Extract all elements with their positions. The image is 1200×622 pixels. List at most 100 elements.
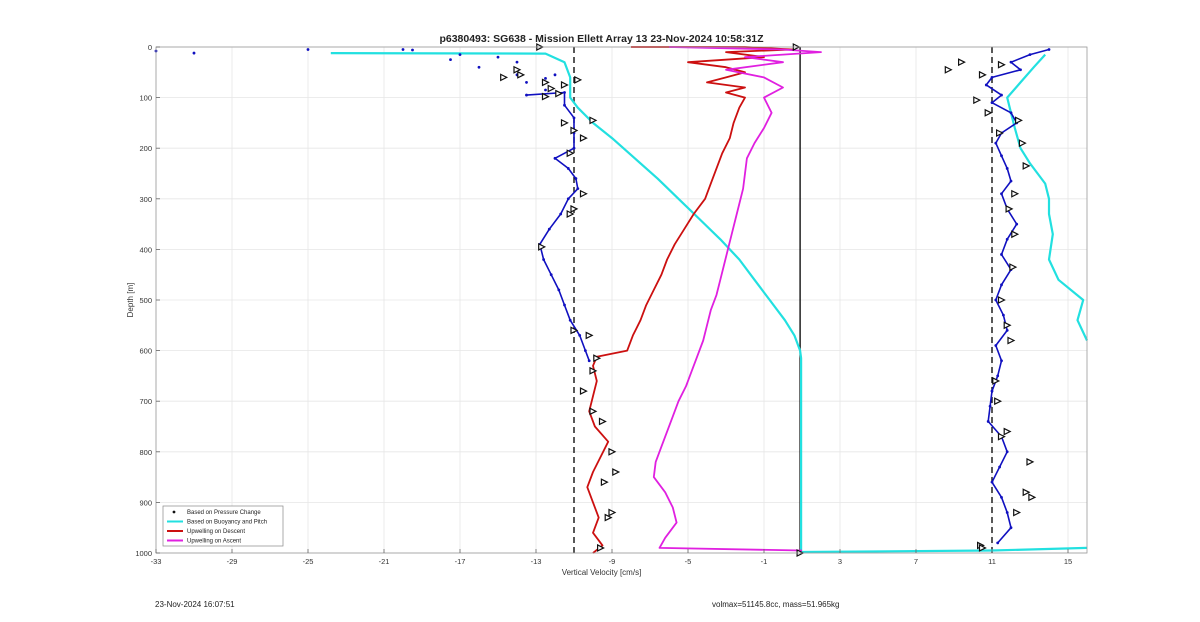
pressure-change-point (1000, 93, 1003, 97)
buoyancy-pitch-descent-line (330, 52, 803, 553)
descent-triangle-marker (570, 204, 579, 213)
x-tick-label: 3 (838, 557, 842, 566)
pressure-change-point (515, 60, 519, 64)
pressure-change-point (990, 75, 994, 79)
pressure-change-point (566, 197, 570, 201)
pressure-change-point (1028, 53, 1032, 56)
descent-triangle-marker (560, 118, 569, 127)
pressure-change-point (1000, 495, 1003, 499)
descent-triangle-marker (600, 478, 609, 487)
ascent-triangle-marker (1022, 161, 1031, 170)
pressure-change-point (553, 156, 557, 160)
pressure-change-point (1005, 237, 1009, 241)
ascent-triangle-marker (978, 543, 987, 552)
descent-triangle-marker (566, 210, 575, 218)
buoyancy-pitch-bottom-line (801, 546, 1088, 554)
descent-triangle-marker (579, 189, 588, 198)
pressure-change-point (306, 48, 310, 51)
x-tick-label: -9 (609, 557, 616, 566)
grid (155, 46, 1087, 554)
pressure-change-point (1000, 253, 1003, 256)
descent-triangle-marker (513, 65, 522, 74)
pressure-change-point (1019, 68, 1022, 72)
x-tick-label: 7 (914, 557, 918, 566)
y-tick-label: 900 (139, 498, 152, 507)
pressure-change-point (988, 404, 992, 408)
y-tick-label: 300 (139, 195, 152, 204)
x-axis-ticks: -33 -29 -25 -21 -17 -13 -9 -5 -1 3 7 11 15 (151, 549, 1072, 566)
pressure-change-point (496, 55, 500, 59)
y-tick-label: 600 (139, 347, 152, 356)
descent-triangle-marker (589, 366, 598, 375)
legend-box (162, 505, 284, 547)
pressure-change-point (449, 58, 452, 62)
pressure-change-point (525, 81, 528, 84)
pressure-change-point (994, 141, 998, 145)
descent-triangle-marker (547, 84, 556, 93)
pressure-change-point (1000, 283, 1003, 287)
ascent-triangle-marker (1028, 493, 1037, 502)
pressure-change-point (563, 91, 566, 94)
ascent-triangle-marker (1005, 204, 1014, 213)
descent-triangle-marker (585, 331, 594, 340)
upwelling-descent-line (586, 46, 794, 554)
pressure-change-point (994, 344, 998, 347)
ascent-triangle-marker (958, 58, 966, 67)
ascent-triangle-marker (1018, 139, 1027, 148)
descent-triangle-marker (517, 70, 526, 79)
pressure-change-point (458, 53, 462, 56)
pressure-change-point (544, 88, 547, 92)
ascent-triangle-marker (1009, 263, 1018, 272)
pressure-change-point (547, 227, 551, 231)
pressure-change-point (578, 334, 582, 337)
pressure-change-point (984, 83, 988, 87)
ascent-triangle-marker (1003, 427, 1012, 436)
ascent-triangle-marker (984, 108, 993, 117)
ascent-triangle-marker (1026, 457, 1035, 466)
pressure-change-point (1005, 328, 1009, 332)
pressure-change-point (1000, 192, 1003, 196)
pressure-change-point (576, 187, 580, 191)
x-tick-label: -29 (227, 557, 238, 566)
descent-triangle-marker (541, 78, 550, 87)
pressure-change-point (411, 48, 414, 52)
descent-triangle-marker (589, 116, 598, 125)
ascent-triangle-marker (1011, 230, 1020, 239)
descent-triangle-marker (597, 543, 605, 552)
descent-triangle-marker (579, 387, 588, 396)
pressure-change-point (542, 258, 545, 261)
descent-triangle-marker (500, 73, 509, 82)
y-tick-label: 500 (139, 296, 152, 305)
pressure-change-point (990, 101, 994, 105)
descent-triangle-marker (604, 513, 613, 522)
y-axis-ticks: 0 100 200 300 400 500 600 700 800 900 1000 (135, 43, 160, 558)
descent-triangle-marker (574, 75, 583, 84)
pressure-change-point (990, 389, 994, 393)
pressure-change-point (1009, 60, 1013, 64)
ascent-triangle-marker (973, 96, 982, 105)
y-tick-label: 1000 (135, 549, 152, 558)
pressure-change-point (1009, 111, 1013, 115)
x-tick-label: -25 (303, 557, 314, 566)
ascent-triangle-marker (1011, 189, 1020, 198)
ascent-triangle-marker (978, 70, 987, 79)
pressure-change-point (996, 374, 1000, 378)
pressure-change-point (994, 298, 998, 302)
pressure-change-point (574, 177, 578, 180)
y-tick-label: 100 (139, 94, 152, 103)
pressure-change-point (566, 167, 570, 170)
ascent-triangle-marker (997, 432, 1006, 441)
y-tick-label: 700 (139, 397, 152, 406)
descent-triangle-marker (566, 149, 575, 158)
y-tick-label: 200 (139, 144, 152, 153)
pressure-change-point (572, 116, 576, 120)
y-tick-label: 0 (148, 43, 152, 52)
pressure-change-point (998, 465, 1001, 469)
legend-swatch (172, 510, 176, 514)
chart-title: p6380493: SG638 - Mission Ellett Array 1… (439, 33, 764, 45)
pressure-change-point (996, 541, 1000, 545)
descent-triangle-marker (570, 326, 579, 335)
y-tick-label: 400 (139, 245, 152, 254)
x-tick-label: -13 (531, 557, 542, 566)
descent-triangle-marker (608, 508, 617, 517)
